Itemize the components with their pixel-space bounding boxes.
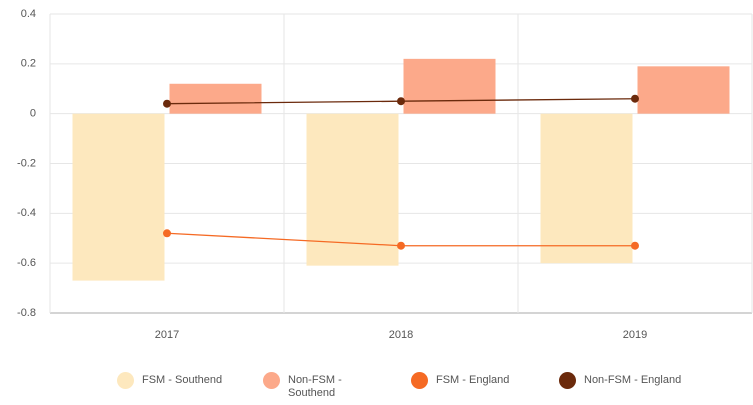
legend-label: FSM - Southend (142, 374, 223, 386)
bar (169, 83, 262, 114)
bar (637, 66, 730, 114)
y-tick-label: -0.2 (17, 157, 36, 169)
bar (540, 113, 633, 264)
x-tick-label: 2019 (623, 329, 647, 341)
y-tick-label: -0.4 (17, 207, 36, 219)
legend-item: FSM - England (411, 372, 556, 389)
legend-label: Non-FSM - Southend (288, 374, 342, 399)
y-tick-label: 0.4 (21, 8, 36, 20)
line-point (163, 229, 171, 238)
chart: -0.8 -0.6 -0.4 -0.2 0 0.2 0.4 2017 2018 2019 (17, 8, 753, 341)
legend-swatch (263, 372, 280, 389)
x-tick-label: 2018 (389, 329, 413, 341)
line-point (397, 241, 405, 250)
line-point (631, 94, 639, 103)
y-tick-label: 0.2 (21, 58, 36, 70)
y-tick-label: 0 (30, 108, 36, 120)
bar (306, 113, 399, 266)
legend-item: FSM - Southend (117, 372, 262, 389)
legend-item: Non-FSM - England (559, 372, 704, 389)
y-tick-label: -0.8 (17, 307, 36, 319)
x-tick-label: 2017 (155, 329, 179, 341)
y-tick-label: -0.6 (17, 257, 36, 269)
legend-label: Non-FSM - England (584, 374, 682, 386)
line-point (631, 241, 639, 250)
legend-swatch (559, 372, 576, 389)
legend: FSM - Southend Non-FSM - Southend FSM - En… (0, 372, 753, 405)
line-point (163, 99, 171, 108)
bar (403, 58, 496, 114)
bar (72, 113, 165, 281)
legend-swatch (117, 372, 134, 389)
line-point (397, 97, 405, 106)
legend-label: FSM - England (436, 374, 510, 386)
legend-swatch (411, 372, 428, 389)
legend-item: Non-FSM - Southend (263, 372, 363, 400)
